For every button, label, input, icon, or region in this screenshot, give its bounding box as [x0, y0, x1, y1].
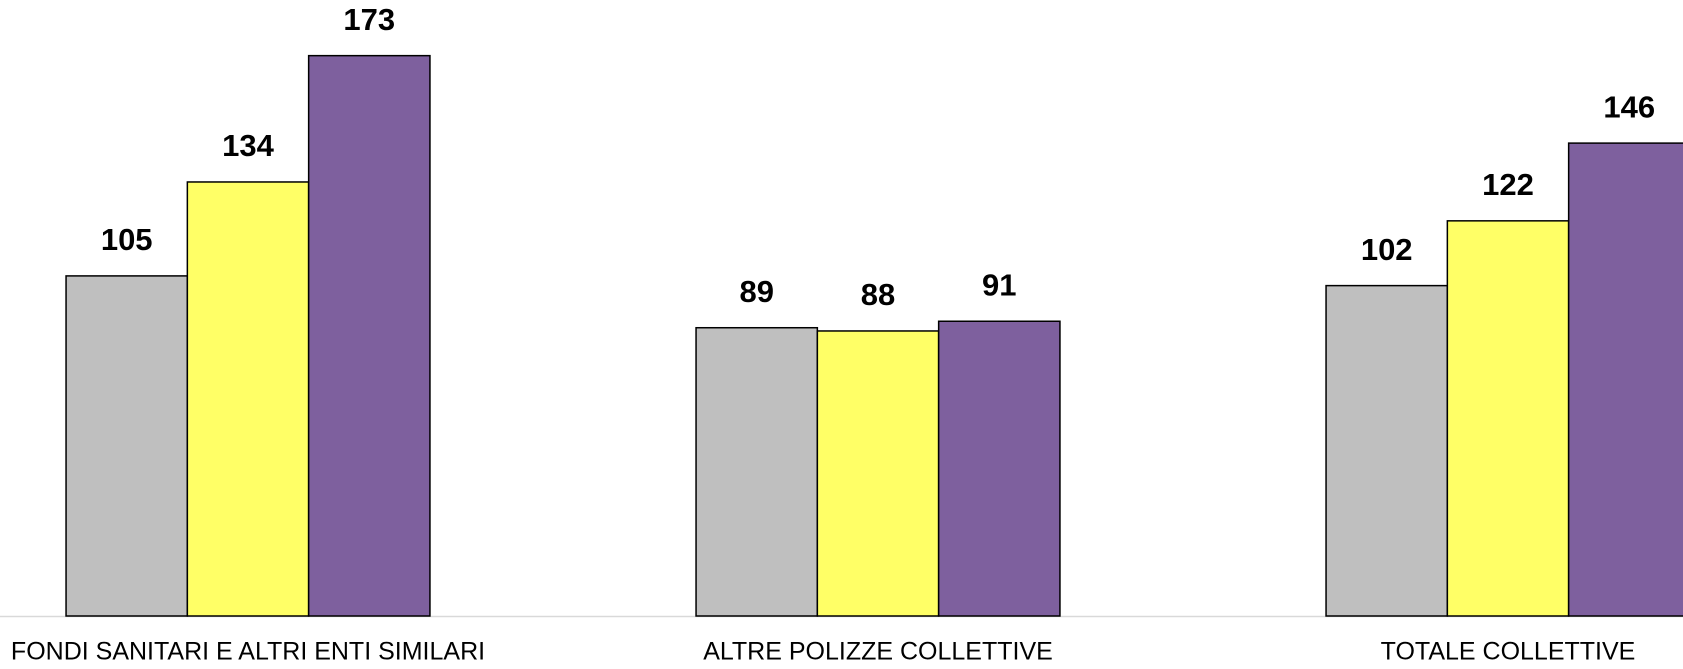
bar: [1446, 220, 1570, 617]
value-label: 122: [1482, 167, 1534, 202]
value-label: 89: [739, 274, 773, 309]
bar: [695, 326, 819, 617]
bar: [1325, 284, 1449, 617]
bar: [816, 330, 940, 617]
value-label: 146: [1603, 89, 1655, 124]
x-tick-label: FONDI SANITARI E ALTRI ENTI SIMILARI: [11, 638, 485, 666]
bar: [307, 54, 431, 617]
value-label: 134: [222, 128, 274, 163]
value-label: 102: [1361, 232, 1413, 267]
value-label: 91: [982, 267, 1016, 302]
x-tick-label: TOTALE COLLETTIVE: [1381, 638, 1636, 666]
value-label: 88: [861, 277, 895, 312]
value-label: 173: [343, 2, 395, 37]
bar: [65, 275, 189, 617]
bar: [1567, 142, 1683, 617]
bar: [937, 320, 1061, 617]
value-label: 105: [101, 222, 153, 257]
x-tick-label: ALTRE POLIZZE COLLETTIVE: [703, 638, 1053, 666]
bar: [186, 181, 310, 617]
